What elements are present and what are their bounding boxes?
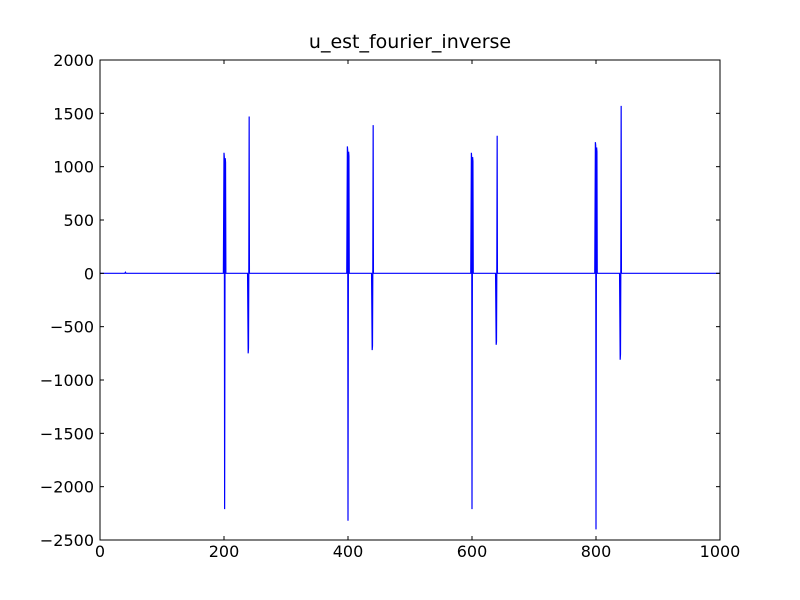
y-tick-label: 500 (63, 211, 94, 230)
y-tick-label: −1500 (40, 424, 94, 443)
x-tick-label: 600 (457, 542, 488, 561)
y-tick-label: 1000 (53, 158, 94, 177)
y-tick-label: −2500 (40, 531, 94, 550)
series-line-0 (100, 105, 720, 530)
x-tick-label: 400 (333, 542, 364, 561)
x-tick-label: 1000 (700, 542, 741, 561)
chart-marks (100, 105, 720, 530)
chart-title: u_est_fourier_inverse (309, 31, 511, 53)
y-tick-label: 0 (84, 264, 94, 283)
y-tick-label: −1000 (40, 371, 94, 390)
y-tick-label: 1500 (53, 104, 94, 123)
axes-frame (99, 59, 721, 541)
y-axis: −2500 −2000 −1500 −1000 −500 0 500 1000 1500 2000 (40, 51, 720, 550)
y-tick-label: −2000 (40, 478, 94, 497)
y-tick-label: 2000 (53, 51, 94, 70)
x-axis: 0 200 400 600 800 1000 (95, 60, 740, 561)
x-tick-label: 0 (95, 542, 105, 561)
x-tick-label: 800 (581, 542, 612, 561)
y-tick-label: −500 (50, 318, 94, 337)
plot-area (100, 60, 720, 540)
x-tick-label: 200 (209, 542, 240, 561)
